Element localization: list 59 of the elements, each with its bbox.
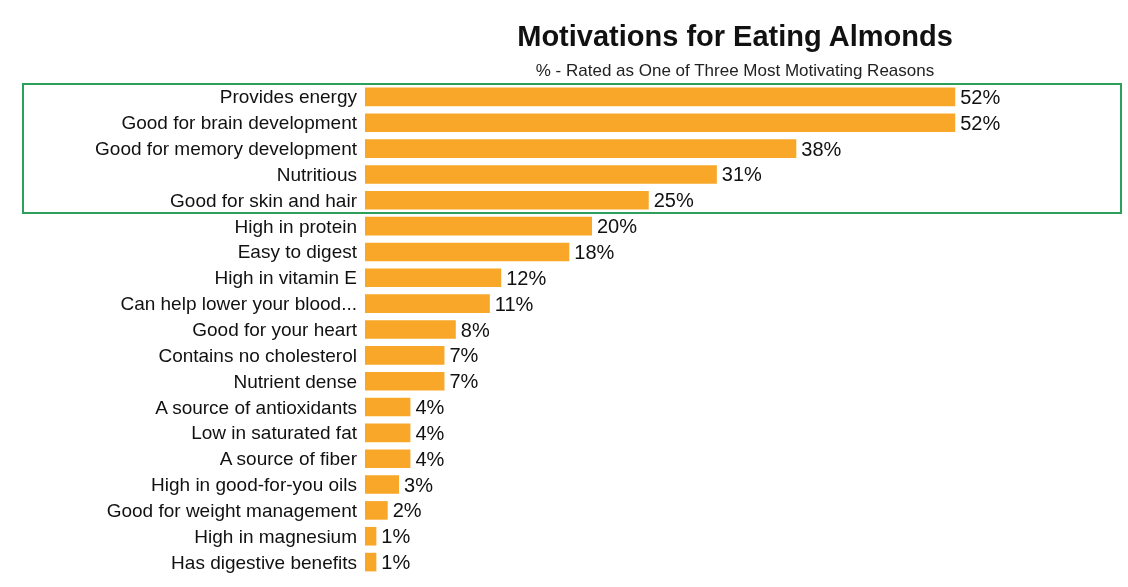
data-label: 38% <box>801 137 842 160</box>
data-label: 11% <box>494 292 534 315</box>
data-label: 25% <box>653 189 694 212</box>
bar <box>365 87 956 107</box>
data-label: 1% <box>381 551 411 574</box>
bar <box>365 397 411 417</box>
bar <box>365 242 570 262</box>
bar <box>365 371 445 391</box>
y-tick-label: Good for memory development <box>95 138 358 160</box>
y-tick-label: Good for brain development <box>121 112 358 134</box>
bar <box>365 165 717 184</box>
bar <box>365 113 956 133</box>
bar <box>365 190 649 210</box>
y-tick-label: Has digestive benefits <box>171 551 357 573</box>
bar <box>365 526 377 546</box>
y-tick-label: Low in saturated fat <box>191 422 358 444</box>
data-label: 12% <box>506 266 547 289</box>
chart-subtitle: % - Rated as One of Three Most Motivating Reasons <box>535 61 935 80</box>
y-tick-label: Provides energy <box>219 86 358 108</box>
data-label: 4% <box>415 421 445 444</box>
y-tick-label: Nutritious <box>276 163 357 185</box>
data-label: 7% <box>449 370 479 393</box>
bar <box>365 294 490 313</box>
data-label: 4% <box>415 447 445 470</box>
data-label: 1% <box>381 525 411 548</box>
data-label: 52% <box>960 111 1001 134</box>
data-label: 2% <box>392 499 422 522</box>
y-tick-label: Easy to digest <box>237 241 358 263</box>
data-label: 7% <box>449 344 479 367</box>
bar <box>365 449 411 469</box>
data-label: 8% <box>460 318 490 341</box>
bar <box>365 552 377 572</box>
y-tick-label: Nutrient dense <box>233 370 357 392</box>
chart-title: Motivations for Eating Almonds <box>517 19 953 52</box>
bar <box>365 501 388 520</box>
y-tick-label: Good for your heart <box>192 319 358 340</box>
y-tick-label: Contains no cholesterol <box>158 344 357 366</box>
data-label: 4% <box>415 396 445 419</box>
y-tick-label: High in vitamin E <box>214 267 357 289</box>
bar <box>365 423 411 443</box>
data-label: 3% <box>404 473 434 496</box>
bar <box>365 346 445 365</box>
y-tick-label: Good for skin and hair <box>170 189 358 211</box>
bar <box>365 216 592 236</box>
y-tick-label: High in magnesium <box>194 525 357 547</box>
bar <box>365 268 502 288</box>
y-tick-label: High in protein <box>234 215 357 237</box>
data-label: 52% <box>960 85 1001 108</box>
data-label: 20% <box>597 215 638 238</box>
bar <box>365 320 456 339</box>
y-tick-label: Good for weight management <box>106 499 358 521</box>
y-tick-label: Can help lower your blood... <box>120 293 357 315</box>
data-label: 31% <box>721 163 763 186</box>
data-label: 18% <box>574 240 615 263</box>
y-tick-label: A source of antioxidants <box>155 396 357 418</box>
bar <box>365 475 400 494</box>
bar <box>365 139 797 158</box>
y-tick-label: High in good-for-you oils <box>151 474 357 496</box>
y-tick-label: A source of fiber <box>219 448 358 470</box>
